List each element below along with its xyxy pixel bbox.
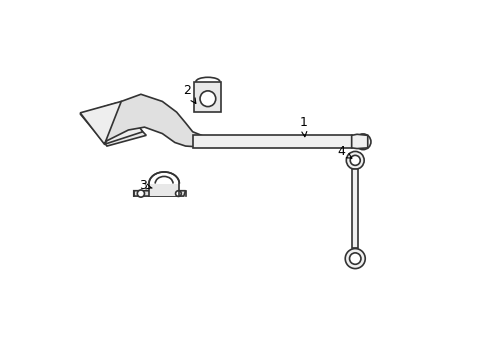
Text: 3: 3 xyxy=(139,179,152,192)
Circle shape xyxy=(349,156,360,165)
Polygon shape xyxy=(134,191,185,196)
Circle shape xyxy=(137,190,144,197)
Circle shape xyxy=(349,253,360,264)
Circle shape xyxy=(359,138,366,145)
Polygon shape xyxy=(104,94,201,147)
Circle shape xyxy=(346,152,364,169)
Circle shape xyxy=(345,249,365,269)
Text: 4: 4 xyxy=(336,145,351,158)
Text: 2: 2 xyxy=(183,84,195,103)
FancyBboxPatch shape xyxy=(194,82,221,112)
Circle shape xyxy=(175,191,181,197)
Circle shape xyxy=(200,91,215,107)
Circle shape xyxy=(354,134,370,150)
Polygon shape xyxy=(80,103,146,146)
Polygon shape xyxy=(351,134,367,149)
Polygon shape xyxy=(352,169,357,248)
Text: 1: 1 xyxy=(299,116,307,137)
Polygon shape xyxy=(148,184,179,196)
Polygon shape xyxy=(192,135,351,148)
Polygon shape xyxy=(80,102,142,144)
